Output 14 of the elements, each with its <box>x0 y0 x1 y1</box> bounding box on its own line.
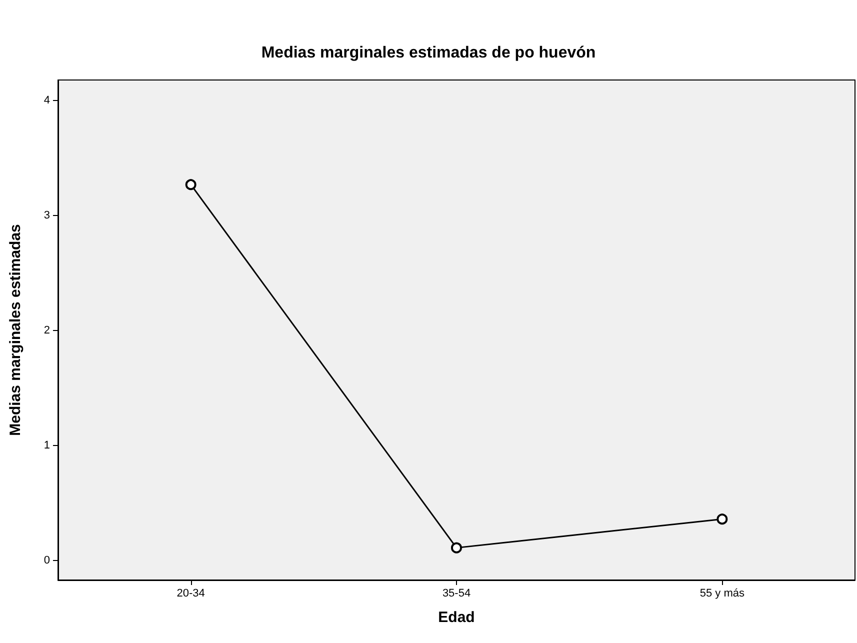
x-tick-label: 35-54 <box>442 588 471 600</box>
y-tick-label: 1 <box>44 440 50 452</box>
y-tick-label: 0 <box>44 554 50 566</box>
x-axis-title: Edad <box>438 609 475 626</box>
x-tick-label: 20-34 <box>176 588 205 600</box>
point <box>716 514 728 525</box>
y-tick-label: 3 <box>44 210 50 222</box>
y-tick-label: 4 <box>44 94 50 107</box>
y-axis-title: Medias marginales estimadas <box>7 224 24 436</box>
point <box>451 542 462 554</box>
x-tick-label: 55 y más <box>700 588 745 600</box>
chart-title: Medias marginales estimadas de po huevón <box>261 44 596 62</box>
y-tick-label: 2 <box>44 324 50 337</box>
point <box>185 179 196 190</box>
